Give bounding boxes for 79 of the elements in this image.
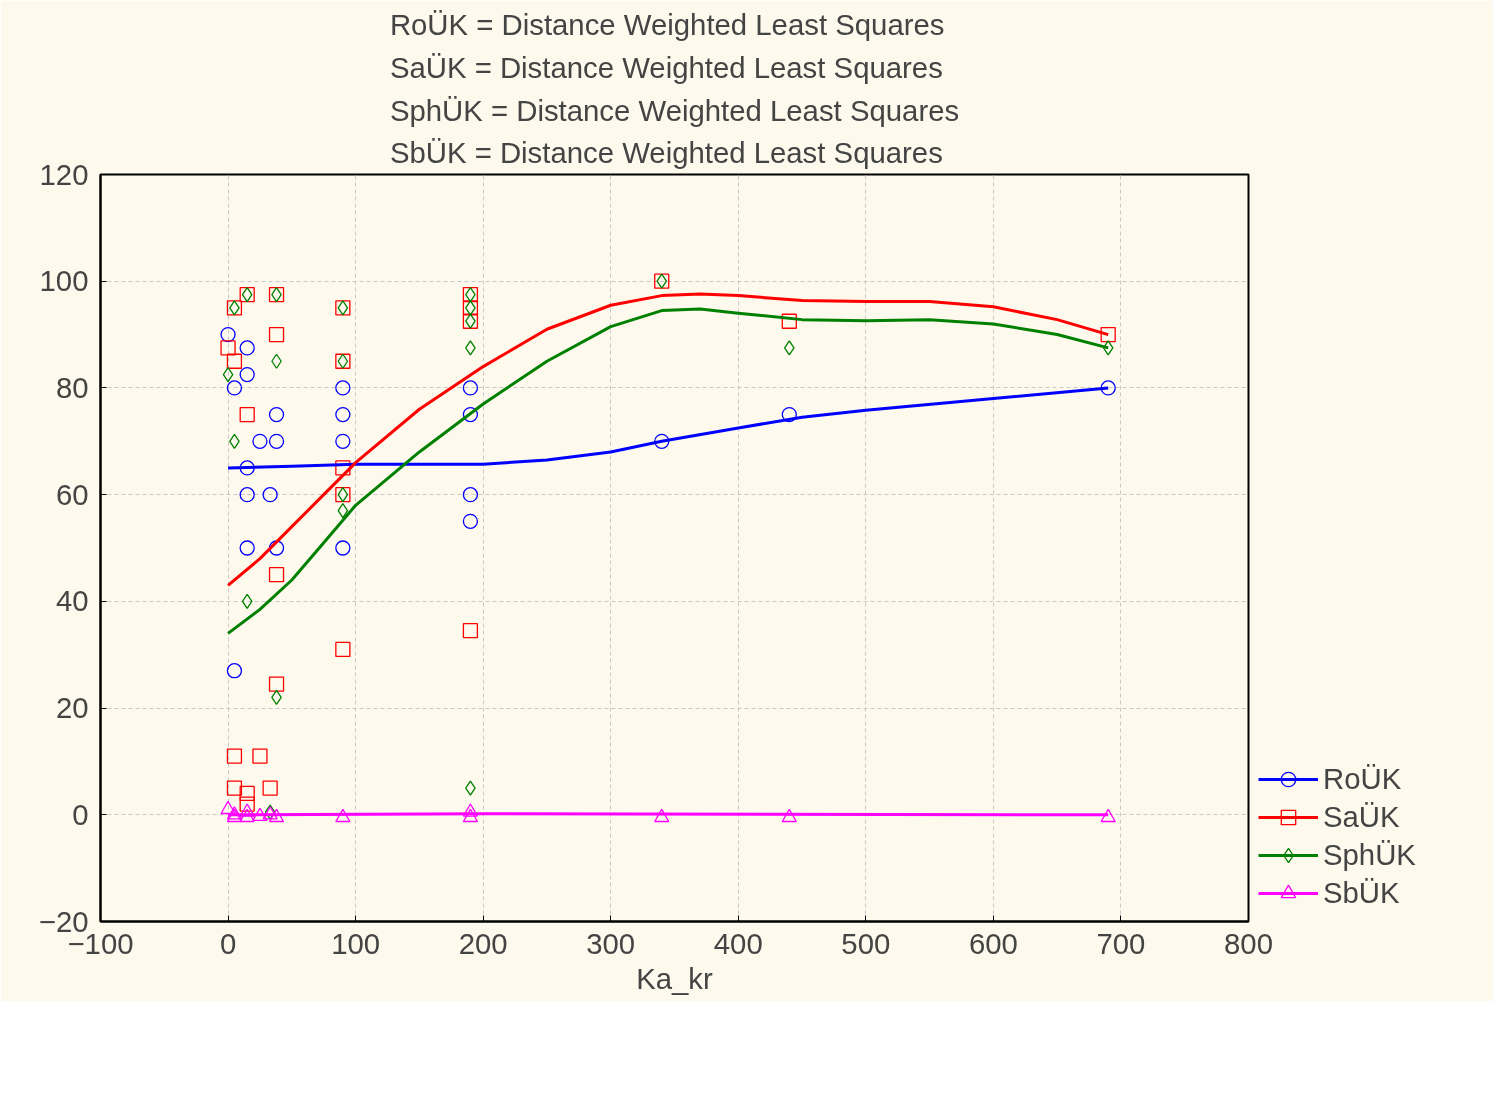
point [268,676,285,692]
x-tick-label: 0 [219,926,237,960]
legend-label: SaÜK [1323,800,1400,834]
point [335,433,351,449]
point [337,503,349,519]
point [462,487,479,503]
point [239,406,255,423]
y-tick-label: 80 [55,370,89,404]
point [239,785,255,802]
point [268,433,285,449]
y-tick-label: 120 [39,157,89,191]
point [462,380,479,396]
y-tick-label: 20 [55,691,89,725]
point [781,313,797,329]
point [252,433,268,449]
point [239,340,255,356]
y-tick-label: 0 [72,797,89,831]
point [239,366,255,383]
point [335,808,351,823]
point [462,808,479,823]
y-tick-label: 60 [55,477,89,511]
chart-title: RoÜK = Distance Weighted Least Squares SaÜK = Distance Weighted Least Squares SphÜK = Distance Weighted Least Squares SbÜK = Distance Weighted Least Squares [389,7,960,170]
point [1100,380,1116,396]
legend-label: RoÜK [1323,762,1402,796]
point [462,803,479,817]
point [335,641,351,658]
point [226,748,243,764]
point [1100,808,1116,823]
x-tick-label: 200 [458,926,508,960]
point [1100,326,1116,343]
point [226,663,243,679]
point [335,380,351,396]
point [239,796,255,812]
point [262,487,278,503]
point [252,748,268,764]
point [781,406,797,423]
point [226,380,243,396]
x-tick-label: 600 [968,926,1018,960]
point [239,803,255,817]
x-tick-label: 500 [841,926,891,960]
point [226,353,243,369]
point [462,623,479,639]
point [268,406,285,423]
point [783,340,795,356]
point [239,540,255,556]
point [268,326,285,343]
y-tick-label: 100 [39,264,89,298]
point [226,780,243,796]
point [462,406,479,423]
point [335,406,351,423]
point [462,513,479,529]
point [239,460,255,476]
x-tick-label: 100 [331,926,381,960]
x-tick-label: 700 [1096,926,1146,960]
point [654,433,670,449]
x-tick-label: 800 [1224,926,1273,960]
point [239,808,255,823]
legend-label: SbÜK [1323,876,1400,910]
point [220,340,236,356]
point [222,366,234,383]
y-tick-label: 40 [55,584,89,618]
x-tick-label: 300 [586,926,636,960]
point [239,487,255,503]
point [262,780,278,796]
x-axis-title: Ka_kr [636,961,714,995]
point [335,460,351,476]
point [268,808,285,823]
point [268,540,285,556]
point [781,808,797,823]
point [241,593,253,610]
legend-label: SphÜK [1323,838,1416,872]
point [220,800,236,815]
point [1102,340,1114,356]
point [220,326,236,343]
point [268,567,285,583]
point [252,807,268,822]
x-tick-label: 400 [713,926,763,960]
point [654,808,670,823]
point [335,540,351,556]
